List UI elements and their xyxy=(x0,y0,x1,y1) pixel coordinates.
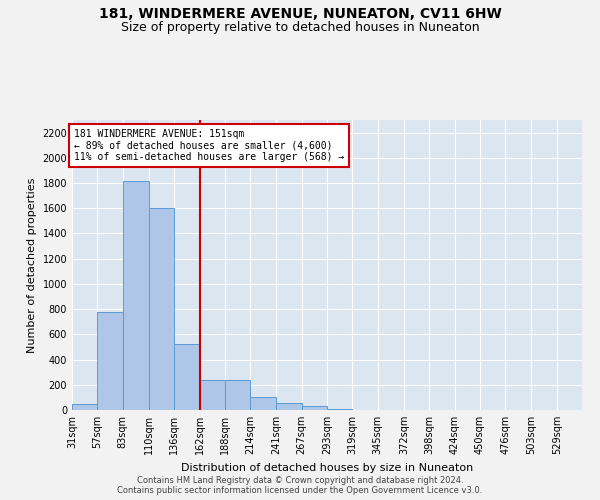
Bar xyxy=(122,180,149,410)
Bar xyxy=(174,344,200,410)
Bar xyxy=(149,208,174,410)
Text: Size of property relative to detached houses in Nuneaton: Size of property relative to detached ho… xyxy=(121,21,479,34)
Bar xyxy=(250,397,277,410)
Bar xyxy=(72,404,97,410)
Text: Contains HM Land Registry data © Crown copyright and database right 2024.
Contai: Contains HM Land Registry data © Crown c… xyxy=(118,476,482,495)
Text: 181, WINDERMERE AVENUE, NUNEATON, CV11 6HW: 181, WINDERMERE AVENUE, NUNEATON, CV11 6… xyxy=(98,8,502,22)
Bar xyxy=(225,380,250,410)
Bar xyxy=(97,312,122,410)
X-axis label: Distribution of detached houses by size in Nuneaton: Distribution of detached houses by size … xyxy=(181,462,473,472)
Bar xyxy=(199,380,225,410)
Bar xyxy=(327,408,352,410)
Y-axis label: Number of detached properties: Number of detached properties xyxy=(27,178,37,352)
Bar xyxy=(302,406,327,410)
Text: 181 WINDERMERE AVENUE: 151sqm
← 89% of detached houses are smaller (4,600)
11% o: 181 WINDERMERE AVENUE: 151sqm ← 89% of d… xyxy=(74,129,344,162)
Bar xyxy=(277,403,302,410)
